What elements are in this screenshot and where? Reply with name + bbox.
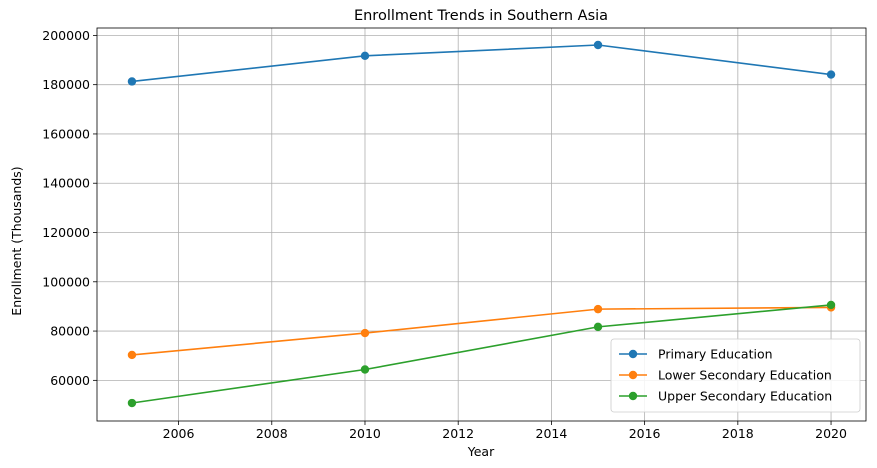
legend-box <box>610 338 861 413</box>
y-tick-label: 80000 <box>50 324 90 339</box>
x-tick-label: 2020 <box>815 426 847 441</box>
plot-frame <box>96 27 867 422</box>
data-point <box>593 304 603 314</box>
legend-swatch-marker <box>628 391 638 401</box>
data-point <box>826 300 836 310</box>
data-point <box>127 398 137 408</box>
x-tick-label: 2014 <box>536 426 568 441</box>
data-point <box>593 322 603 332</box>
legend-item: Lower Secondary Education <box>619 368 832 383</box>
y-tick-label: 180000 <box>42 77 90 92</box>
legend-swatch-marker <box>628 349 638 359</box>
y-tick-label: 140000 <box>42 176 90 191</box>
data-point <box>593 40 603 50</box>
legend-item: Upper Secondary Education <box>619 389 832 404</box>
data-point <box>360 365 370 374</box>
x-tick-label: 2016 <box>629 426 661 441</box>
series-line <box>131 44 832 83</box>
y-tick-label: 200000 <box>42 28 90 43</box>
y-tick-label: 60000 <box>50 373 90 388</box>
series-1 <box>127 40 836 86</box>
legend-item: Primary Education <box>619 347 773 362</box>
grid <box>97 28 866 421</box>
x-tick-label: 2010 <box>349 426 381 441</box>
ticks: 2006 2008 2010 2012 2014 2016 2018 2020 60000 800… <box>42 28 847 441</box>
x-tick-label: 2008 <box>256 426 288 441</box>
legend-label: Primary Education <box>658 347 773 362</box>
data-point <box>127 350 137 360</box>
x-axis-label: Year <box>467 444 495 459</box>
y-tick-label: 120000 <box>42 225 90 240</box>
data-point <box>360 51 370 61</box>
y-tick-label: 160000 <box>42 126 90 141</box>
series-3 <box>127 300 836 408</box>
series-line <box>131 306 832 356</box>
legend-label: Lower Secondary Education <box>658 368 832 383</box>
x-tick-label: 2012 <box>442 426 474 441</box>
chart-title: Enrollment Trends in Southern Asia <box>354 8 608 24</box>
legend: Primary Education Lower Secondary Educati… <box>610 338 861 413</box>
y-axis-label: Enrollment (Thousands) <box>9 166 24 315</box>
y-tick-label: 100000 <box>42 274 90 289</box>
series-layer <box>127 40 836 408</box>
x-tick-label: 2018 <box>722 426 754 441</box>
legend-label: Upper Secondary Education <box>658 389 832 404</box>
data-point <box>826 70 836 79</box>
data-point <box>127 77 137 86</box>
legend-swatch-marker <box>628 370 638 380</box>
series-line <box>131 304 832 404</box>
x-tick-label: 2006 <box>163 426 195 441</box>
data-point <box>360 328 370 338</box>
